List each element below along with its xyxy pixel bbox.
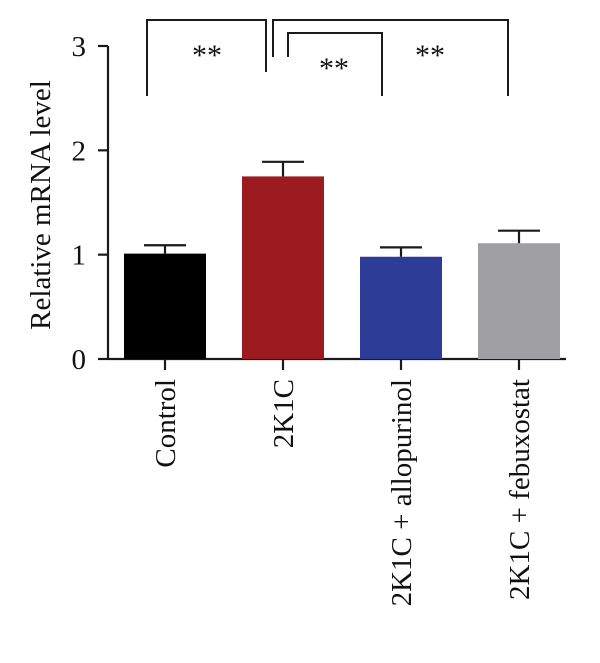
significance-bracket [272, 19, 509, 96]
x-tick-labels: Control 2K1C 2K1C + allopurinol 2K1C + febu… [150, 359, 536, 606]
significance-bracket [287, 32, 383, 96]
x-tick-label: 2K1C + allopurinol [386, 379, 418, 606]
significance-bracket [146, 19, 267, 96]
significance-label: ** [415, 39, 445, 72]
bar [360, 256, 442, 359]
y-tick-label: 2 [72, 135, 87, 167]
y-ticks: 0 1 2 3 [72, 31, 108, 376]
y-tick-label: 1 [72, 240, 87, 272]
bar [242, 176, 324, 359]
bar [478, 243, 560, 359]
y-axis-label: Relative mRNA level [25, 80, 57, 330]
x-tick-label: Control [150, 379, 182, 468]
significance-label: ** [192, 39, 222, 72]
error-bars [144, 160, 540, 257]
significance-label: ** [319, 52, 349, 85]
y-tick-label: 3 [72, 31, 87, 63]
x-tick-label: 2K1C [268, 379, 300, 448]
bar [124, 253, 206, 359]
bars [124, 176, 560, 359]
x-tick-label: 2K1C + febuxostat [504, 379, 536, 600]
significance-brackets: ** ** ** [146, 19, 509, 96]
y-tick-label: 0 [72, 344, 87, 376]
